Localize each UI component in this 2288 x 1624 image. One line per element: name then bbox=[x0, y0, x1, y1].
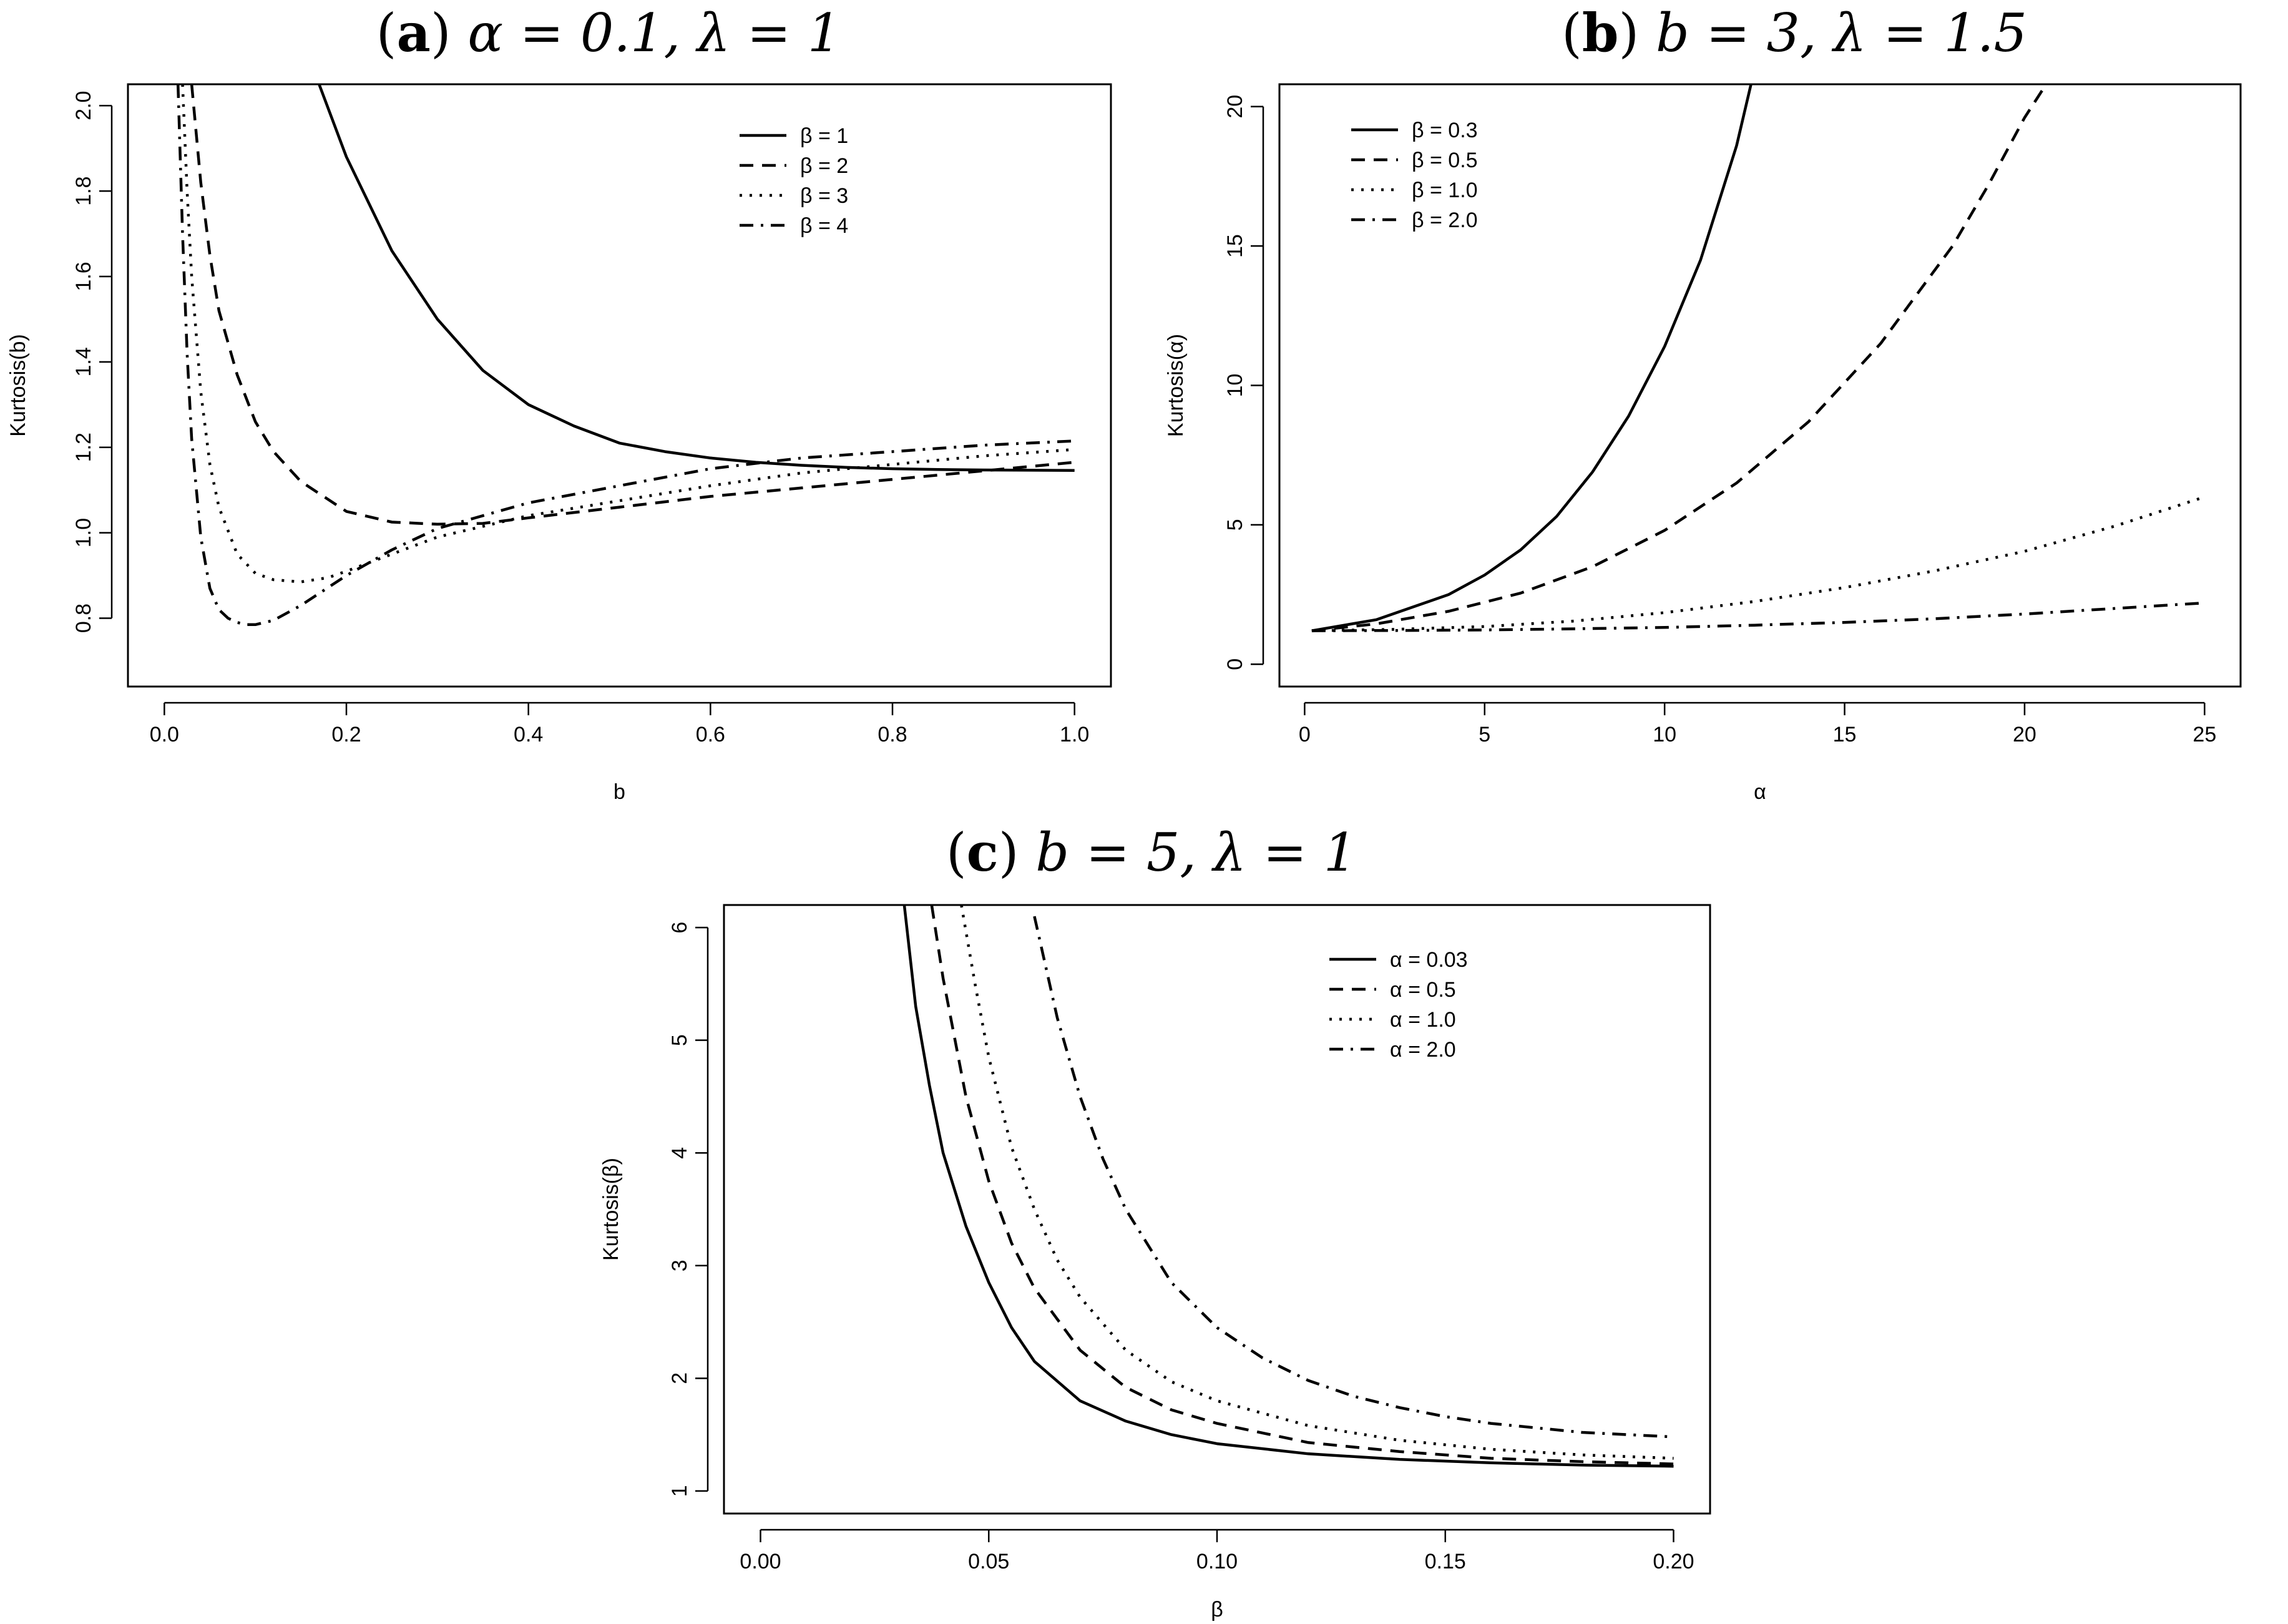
panel-b-y-tick-label: 0 bbox=[1223, 658, 1247, 670]
panel-a-y-tick-label: 1.2 bbox=[72, 433, 95, 462]
panel-a-x-tick-label: 0.4 bbox=[514, 723, 543, 746]
panel-b-x-tick-label: 0 bbox=[1299, 723, 1311, 746]
panel-b-y-tick-label: 10 bbox=[1223, 374, 1247, 398]
panel-a-x-tick-label: 0.6 bbox=[696, 723, 725, 746]
panel-b-x-tick-label: 15 bbox=[1833, 723, 1857, 746]
panel-a-x-label: b bbox=[614, 780, 625, 804]
panel-c-legend-label: α = 1.0 bbox=[1390, 1008, 1456, 1032]
panel-a-title-letter: a bbox=[396, 2, 430, 64]
panel-c-legend-label: α = 0.5 bbox=[1390, 978, 1456, 1002]
panel-c-x-tick-label: 0.20 bbox=[1653, 1550, 1694, 1573]
panel-a-y-tick-label: 1.8 bbox=[72, 176, 95, 205]
panel-a: 0.0 0.2 0.4 0.6 0.8 1.0 0.8 1.0 1.2 1.4 1.6 1.8 2.0 b… bbox=[6, 83, 1112, 804]
panel-c-x-tick-label: 0.15 bbox=[1425, 1550, 1466, 1573]
panel-b-legend-label: β = 1.0 bbox=[1412, 179, 1478, 202]
panel-b-legend-label: β = 0.3 bbox=[1412, 119, 1478, 142]
panel-a-legend-label: β = 1 bbox=[800, 124, 848, 148]
panel-a-y-tick-label: 1.6 bbox=[72, 262, 95, 291]
panel-a-y-label: Kurtosis(b) bbox=[6, 334, 30, 436]
panel-c-y-tick-label: 6 bbox=[668, 922, 692, 934]
panel-b-x-tick-label: 20 bbox=[2013, 723, 2036, 746]
panel-b-series-1-line bbox=[1311, 84, 1753, 632]
panel-a-title-math: α = 0.1, λ = 1 bbox=[467, 2, 841, 64]
panel-c-legend: α = 0.03 α = 0.5 α = 1.0 α = 2.0 bbox=[1329, 948, 1468, 1062]
panel-b-series-group bbox=[1311, 84, 2205, 632]
panel-b-title-math: b = 3, λ = 1.5 bbox=[1656, 2, 2027, 64]
panel-a-x-tick-label: 1.0 bbox=[1060, 723, 1089, 746]
panel-b-y-tick-label: 15 bbox=[1223, 234, 1247, 258]
panel-a-y-tick-label: 1.0 bbox=[72, 518, 95, 547]
panel-c-y-tick-label: 3 bbox=[668, 1260, 692, 1271]
panel-c-x-tick-label: 0.10 bbox=[1196, 1550, 1238, 1573]
panel-a-y-tick-label: 1.4 bbox=[72, 347, 95, 376]
panel-c-title-letter: c bbox=[967, 821, 999, 883]
panel-a-x-tick-label: 0.2 bbox=[331, 723, 361, 746]
panel-a-legend: β = 1 β = 2 β = 3 β = 4 bbox=[740, 124, 848, 238]
panel-c-x-label: β bbox=[1211, 1598, 1223, 1622]
panel-b-y-tick-label: 20 bbox=[1223, 95, 1247, 119]
panel-a-x-tick-label: 0.0 bbox=[150, 723, 179, 746]
panel-c-y-tick-label: 2 bbox=[668, 1372, 692, 1384]
panel-c-series-1-line bbox=[902, 905, 1674, 1468]
panel-b-title: (b) b = 3, λ = 1.5 bbox=[1562, 2, 2027, 64]
panel-b-y-label: Kurtosis(α) bbox=[1164, 334, 1188, 437]
panel-a-series-group bbox=[176, 84, 1075, 627]
panel-b-x-label: α bbox=[1754, 780, 1766, 804]
panel-a-title: (a) α = 0.1, λ = 1 bbox=[376, 2, 841, 64]
panel-a-legend-label: β = 3 bbox=[800, 184, 848, 208]
panel-a-y-tick-label: 2.0 bbox=[72, 91, 95, 120]
panel-b-series-3-line bbox=[1311, 496, 2205, 632]
panel-c-y-tick-label: 5 bbox=[668, 1034, 692, 1046]
panel-a-legend-label: β = 2 bbox=[800, 154, 848, 178]
panel-a-legend-label: β = 4 bbox=[800, 214, 848, 238]
panel-c-legend-label: α = 0.03 bbox=[1390, 948, 1468, 972]
panel-c-x-tick-label: 0.00 bbox=[740, 1550, 781, 1573]
panel-b-series-4-line bbox=[1311, 601, 2205, 632]
panel-c-series-2-line bbox=[930, 905, 1674, 1465]
panel-c-plot-frame bbox=[723, 904, 1711, 1515]
panel-a-x-tick-label: 0.8 bbox=[878, 723, 907, 746]
panel-c-x-tick-label: 0.05 bbox=[968, 1550, 1009, 1573]
panel-c-title-math: b = 5, λ = 1 bbox=[1035, 822, 1357, 883]
panel-a-plot-frame bbox=[127, 83, 1112, 688]
panel-c-y-tick-label: 1 bbox=[668, 1485, 692, 1497]
panel-b-x-tick-label: 5 bbox=[1479, 723, 1490, 746]
panel-c: 0.00 0.05 0.10 0.15 0.20 1 2 3 4 5 6 β Kurtosis(β) α … bbox=[599, 904, 1711, 1622]
panel-b-legend: β = 0.3 β = 0.5 β = 1.0 β = 2.0 bbox=[1351, 119, 1478, 232]
panel-c-y-label: Kurtosis(β) bbox=[599, 1158, 623, 1261]
panel-b-legend-label: β = 0.5 bbox=[1412, 149, 1478, 172]
panel-a-y-tick-label: 0.8 bbox=[72, 604, 95, 633]
panel-b-legend-label: β = 2.0 bbox=[1412, 208, 1478, 232]
panel-b-plot-frame bbox=[1278, 83, 2242, 688]
panel-b-x-tick-label: 10 bbox=[1653, 723, 1676, 746]
panel-b-title-letter: b bbox=[1582, 2, 1619, 64]
panel-b-x-tick-label: 25 bbox=[2193, 723, 2216, 746]
panel-a-series-1-line bbox=[318, 84, 1075, 472]
panel-c-series-4-line bbox=[1033, 916, 1674, 1439]
panel-b-y-tick-label: 5 bbox=[1223, 519, 1247, 531]
panel-b-series-2-line bbox=[1311, 84, 2048, 632]
panel-a-series-2-line bbox=[190, 84, 1075, 526]
panel-c-series-group bbox=[902, 905, 1674, 1468]
panel-c-legend-label: α = 2.0 bbox=[1390, 1038, 1456, 1062]
panel-c-y-tick-label: 4 bbox=[668, 1147, 692, 1159]
panel-c-title: (c) b = 5, λ = 1 bbox=[946, 821, 1357, 883]
